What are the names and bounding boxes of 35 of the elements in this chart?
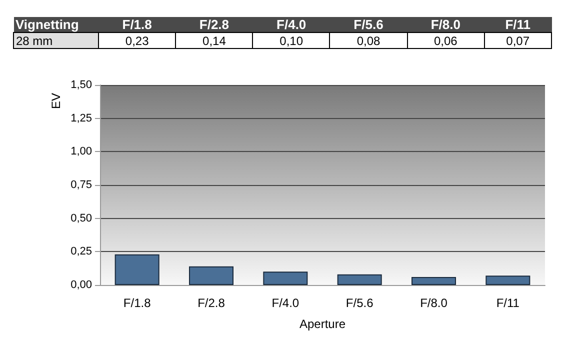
category-label: F/2.8 [199,17,230,32]
category-label: F/8.0 [430,17,460,32]
x-tick-label: F/1.8 [123,296,152,310]
bar [486,276,530,285]
data-label: 0,14 [176,32,253,48]
x-tick-label: F/11 [496,296,520,310]
bar [412,277,456,285]
x-tick-label: F/5.6 [346,296,374,310]
data-label: 0,23 [98,32,176,48]
y-tick-label: 0,50 [70,212,92,224]
bar [114,254,160,285]
bar [337,274,382,285]
x-axis-title: Aperture [299,317,346,331]
data-label: 0,06 [407,32,484,48]
x-tick-label: F/8.0 [420,296,448,310]
y-tick-label: 1,00 [70,146,92,158]
bar [263,272,308,285]
y-tick-label: 1,25 [70,112,92,124]
y-tick-label: 0,75 [70,179,92,191]
bar [189,266,234,285]
category-label: F/4.0 [276,17,306,32]
data-label: 0,07 [484,32,552,48]
x-tick-label: F/4.0 [272,296,300,310]
y-axis-title: EV [49,93,63,110]
y-tick-label: 0,00 [70,279,92,291]
y-tick-label: 1,50 [70,79,92,91]
x-tick-label: F/2.8 [198,296,226,310]
category-label: F/11 [505,17,530,32]
y-tick-label: 0,25 [70,246,92,258]
text: 28 mm [14,32,98,48]
data-label: 0,08 [330,32,408,48]
category-label: F/5.6 [354,17,384,32]
category-label: F/1.8 [122,17,152,32]
data-label: 0,10 [252,32,330,48]
chart-title: Vignetting [14,17,98,32]
